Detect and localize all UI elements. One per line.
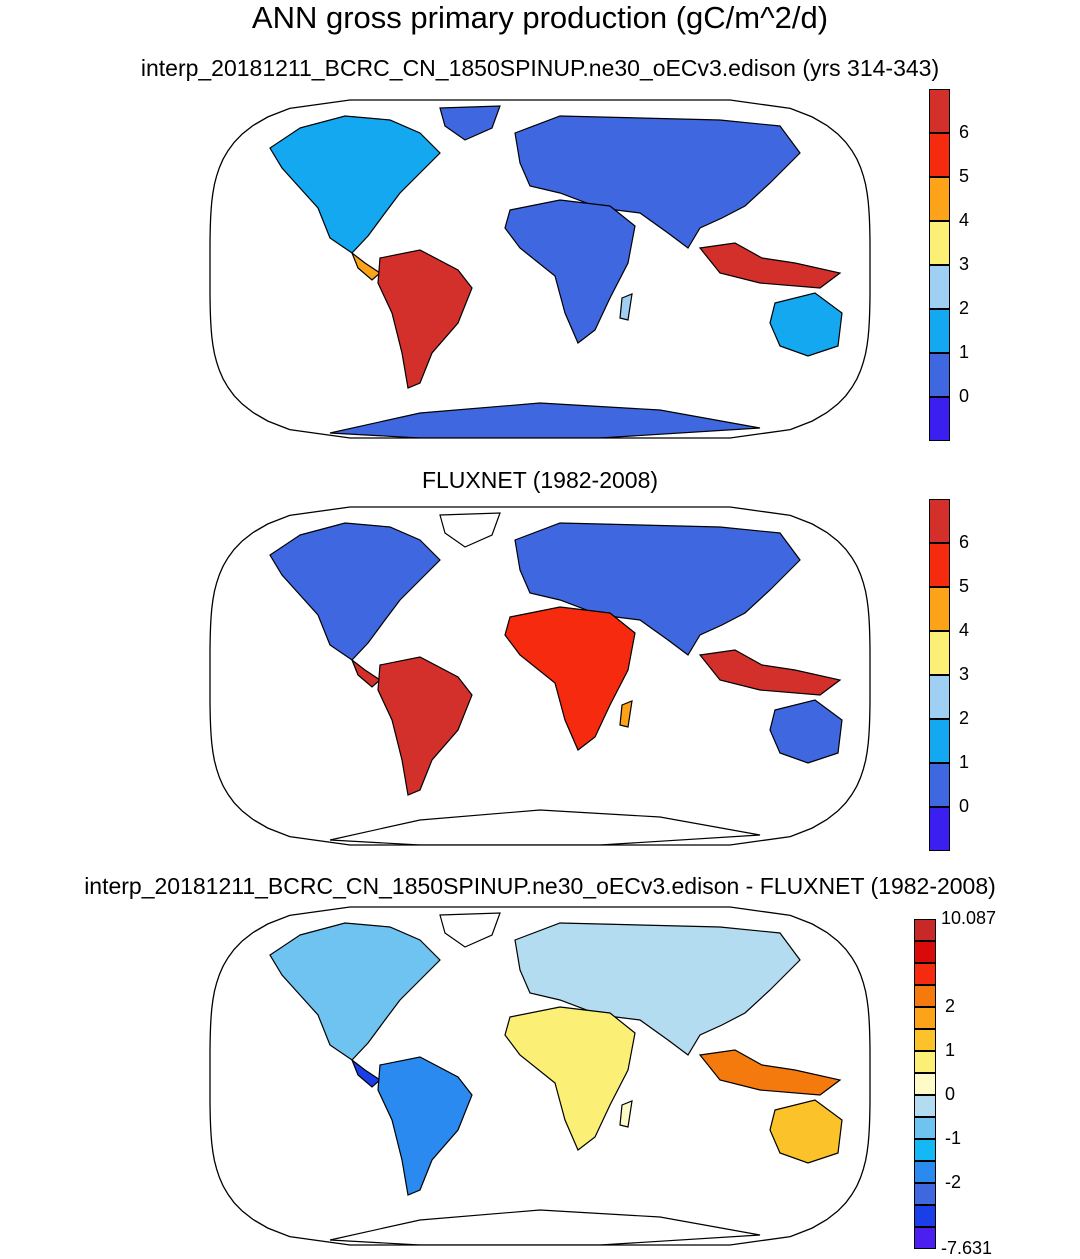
colorbar-tick-label: 1 [959,342,970,362]
colorbar-box [914,1007,936,1029]
map-panel-test [209,99,871,439]
colorbar-box [929,807,950,851]
colorbar-test: 0 1 2 3 4 5 6 [929,89,969,441]
colorbar-tick-label: 4 [959,620,970,640]
landmass-south-america [377,656,473,796]
map-frame [209,506,871,846]
landmass-southeast-asia [698,1049,842,1096]
colorbar-box [914,1183,936,1205]
landmass-australia [769,1099,843,1164]
colorbar-tick-label: 6 [959,532,970,552]
colorbar-box [914,1029,936,1051]
colorbar-box [914,1205,936,1227]
colorbar-tick-label: 2 [959,708,970,728]
colorbar-box [929,177,950,221]
colorbar-difference: -2 -1 0 1 2 -7.631 10.087 [914,908,996,1258]
colorbar-box [914,1117,936,1139]
panel-title-reference: FLUXNET (1982-2008) [421,467,659,493]
colorbar-tick-label: 5 [959,166,970,186]
landmass-southeast-asia [698,242,842,289]
landmass-australia [769,292,843,357]
landmass-antarctica [329,402,761,438]
colorbar-tick-label: 3 [959,664,970,684]
figure-title: ANN gross primary production (gC/m^2/d) [251,0,829,35]
landmass-central-america [350,251,381,281]
colorbar-box [929,89,950,133]
landmass-greenland [439,512,501,548]
landmass-madagascar [619,1100,633,1128]
colorbar-tick-label: 0 [945,1084,956,1104]
colorbar-tick-label: 4 [959,210,970,230]
landmass-south-america [377,249,473,389]
landmass-madagascar [619,293,633,321]
colorbar-tick-label: 2 [945,996,956,1016]
landmass-eurasia [514,115,801,249]
landmass-africa [504,606,636,751]
landmass-north-america [269,115,441,254]
colorbar-tick-label: 1 [945,1040,956,1060]
colorbar-box [914,1139,936,1161]
colorbar-tick-label: -1 [945,1128,962,1148]
colorbar-tick-label: 0 [959,796,970,816]
colorbar-box [914,1095,936,1117]
colorbar-box [914,985,936,1007]
colorbar-box [929,543,950,587]
colorbar-tick-label: 2 [959,298,970,318]
colorbar-box [929,675,950,719]
colorbar-box [929,397,950,441]
landmass-antarctica [329,1209,761,1245]
colorbar-box [929,353,950,397]
landmass-north-america [269,522,441,661]
colorbar-box [929,587,950,631]
colorbar-box [929,265,950,309]
colorbar-box [914,919,936,941]
landmass-africa [504,199,636,344]
landmass-south-america [377,1056,473,1196]
colorbar-box [929,499,950,543]
landmass-eurasia [514,522,801,656]
panel-title-test: interp_20181211_BCRC_CN_1850SPINUP.ne30_… [140,55,940,81]
map-panel-reference [209,506,871,846]
colorbar-box [914,1073,936,1095]
colorbar-box [914,1227,936,1249]
colorbar-tick-label: 6 [959,122,970,142]
panel-title-difference: interp_20181211_BCRC_CN_1850SPINUP.ne30_… [84,873,996,899]
colorbar-box [929,221,950,265]
landmass-central-america [350,658,381,688]
colorbar-box [914,941,936,963]
colorbar-box [914,1051,936,1073]
landmass-eurasia [514,922,801,1056]
landmass-australia [769,699,843,764]
colorbar-tick-label: 1 [959,752,970,772]
colorbar-box [914,963,936,985]
colorbar-box [929,719,950,763]
landmass-antarctica [329,809,761,845]
map-frame [209,99,871,439]
landmass-greenland [439,105,501,141]
colorbar-box [929,133,950,177]
map-panel-difference [209,906,871,1246]
colorbar-tick-label: 0 [959,386,970,406]
landmass-madagascar [619,700,633,728]
colorbar-reference: 0 1 2 3 4 5 6 [929,499,969,851]
colorbar-box [914,1161,936,1183]
colorbar-tick-label: 5 [959,576,970,596]
colorbar-max-label: 10.087 [941,908,997,928]
colorbar-min-label: -7.631 [941,1238,993,1258]
colorbar-box [929,631,950,675]
colorbar-tick-label: 3 [959,254,970,274]
colorbar-box [929,763,950,807]
landmass-north-america [269,922,441,1061]
colorbar-tick-label: -2 [945,1172,962,1192]
landmass-central-america [350,1058,381,1088]
landmass-southeast-asia [698,649,842,696]
landmass-africa [504,1006,636,1151]
colorbar-box [929,309,950,353]
landmass-greenland [439,912,501,948]
map-frame [209,906,871,1246]
